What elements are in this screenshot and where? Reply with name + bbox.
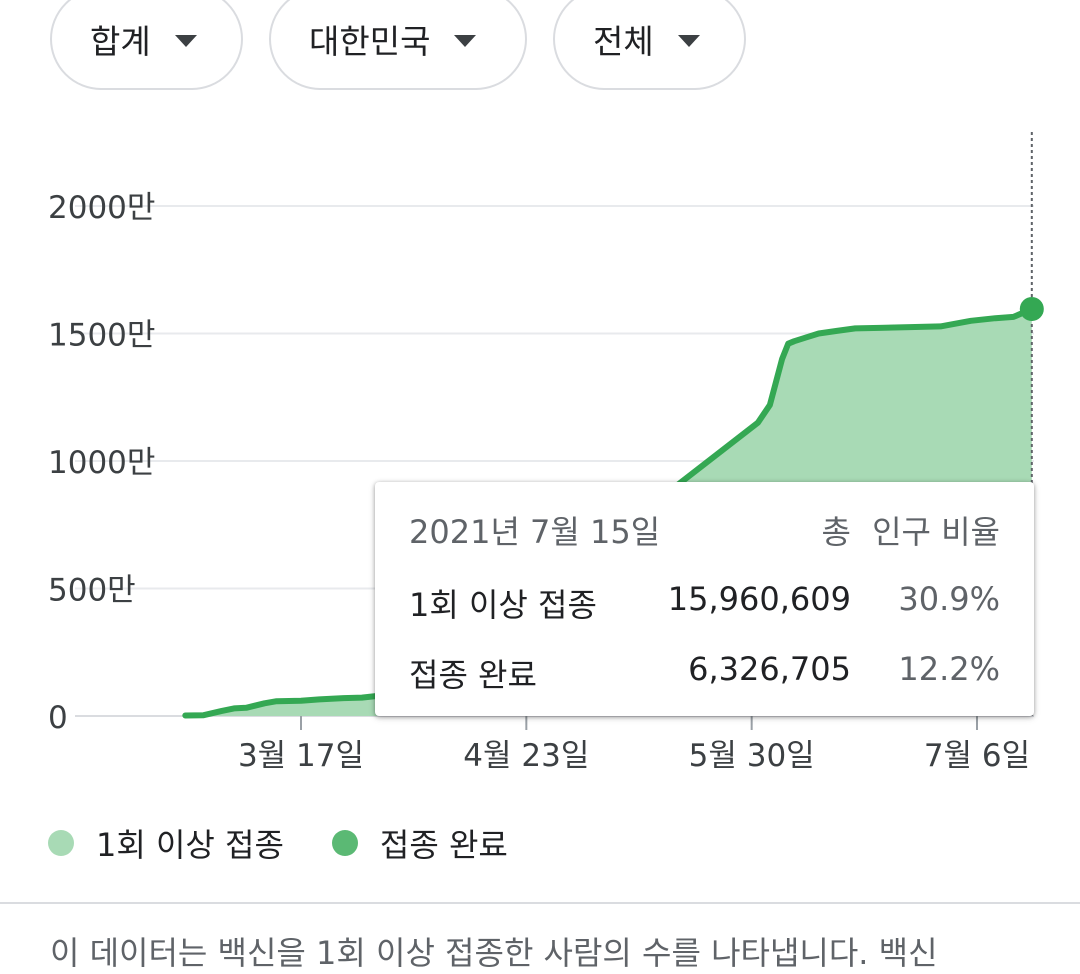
tooltip-col-ratio: 인구 비율	[872, 513, 1000, 551]
filter-scope-label: 전체	[593, 22, 654, 61]
x-tick-label: 7월 6일	[924, 738, 1030, 774]
legend-swatch-icon	[331, 830, 358, 856]
caret-down-icon	[174, 35, 197, 47]
tooltip-row-total: 15,960,609	[667, 580, 851, 618]
legend-swatch-icon	[48, 830, 74, 856]
section-divider	[0, 902, 1080, 904]
y-tick-label: 500만	[48, 573, 136, 609]
filter-region-label: 대한민국	[309, 22, 431, 61]
y-tick-label: 1500만	[48, 318, 155, 354]
filter-aggregate-dropdown[interactable]: 합계	[50, 0, 243, 90]
data-description-text: 이 데이터는 백신을 1회 이상 접종한 사람의 수를 나타냅니다. 백신	[50, 934, 938, 972]
x-tick-label: 5월 30일	[689, 738, 815, 774]
legend-item-fully-vaccinated[interactable]: 접종 완료	[331, 820, 508, 866]
x-tick-label: 4월 23일	[463, 738, 589, 774]
x-tick-label: 3월 17일	[238, 738, 364, 774]
series-line	[182, 306, 1035, 719]
chart-legend: 1회 이상 접종 접종 완료	[48, 820, 508, 866]
hover-point	[1019, 297, 1044, 322]
tooltip-row-label: 1회 이상 접종	[409, 586, 597, 624]
filter-region-dropdown[interactable]: 대한민국	[269, 0, 527, 90]
caret-down-icon	[454, 35, 477, 47]
tooltip-row-ratio: 30.9%	[898, 580, 1000, 618]
legend-label: 접종 완료	[379, 826, 508, 864]
caret-down-icon	[677, 35, 700, 47]
y-axis-labels: 0 500만 1000만 1500만 2000만	[48, 190, 155, 736]
tooltip-col-total: 총	[821, 513, 851, 551]
filter-scope-dropdown[interactable]: 전체	[553, 0, 746, 90]
legend-label: 1회 이상 접종	[96, 826, 284, 864]
legend-item-first-dose[interactable]: 1회 이상 접종	[48, 820, 284, 866]
y-tick-label: 1000만	[48, 445, 155, 481]
tooltip-row-total: 6,326,705	[688, 650, 851, 688]
filter-aggregate-label: 합계	[90, 22, 151, 61]
y-tick-label: 2000만	[48, 190, 155, 226]
x-axis-labels: 3월 17일 4월 23일 5월 30일 7월 6일	[238, 716, 1030, 774]
tooltip-row-label: 접종 완료	[409, 656, 537, 694]
tooltip-row-ratio: 12.2%	[898, 650, 1000, 688]
tooltip-date: 2021년 7월 15일	[409, 513, 661, 551]
y-tick-label: 0	[48, 700, 68, 736]
chart-tooltip: 2021년 7월 15일 총 인구 비율 1회 이상 접종 15,960,609…	[375, 482, 1034, 716]
